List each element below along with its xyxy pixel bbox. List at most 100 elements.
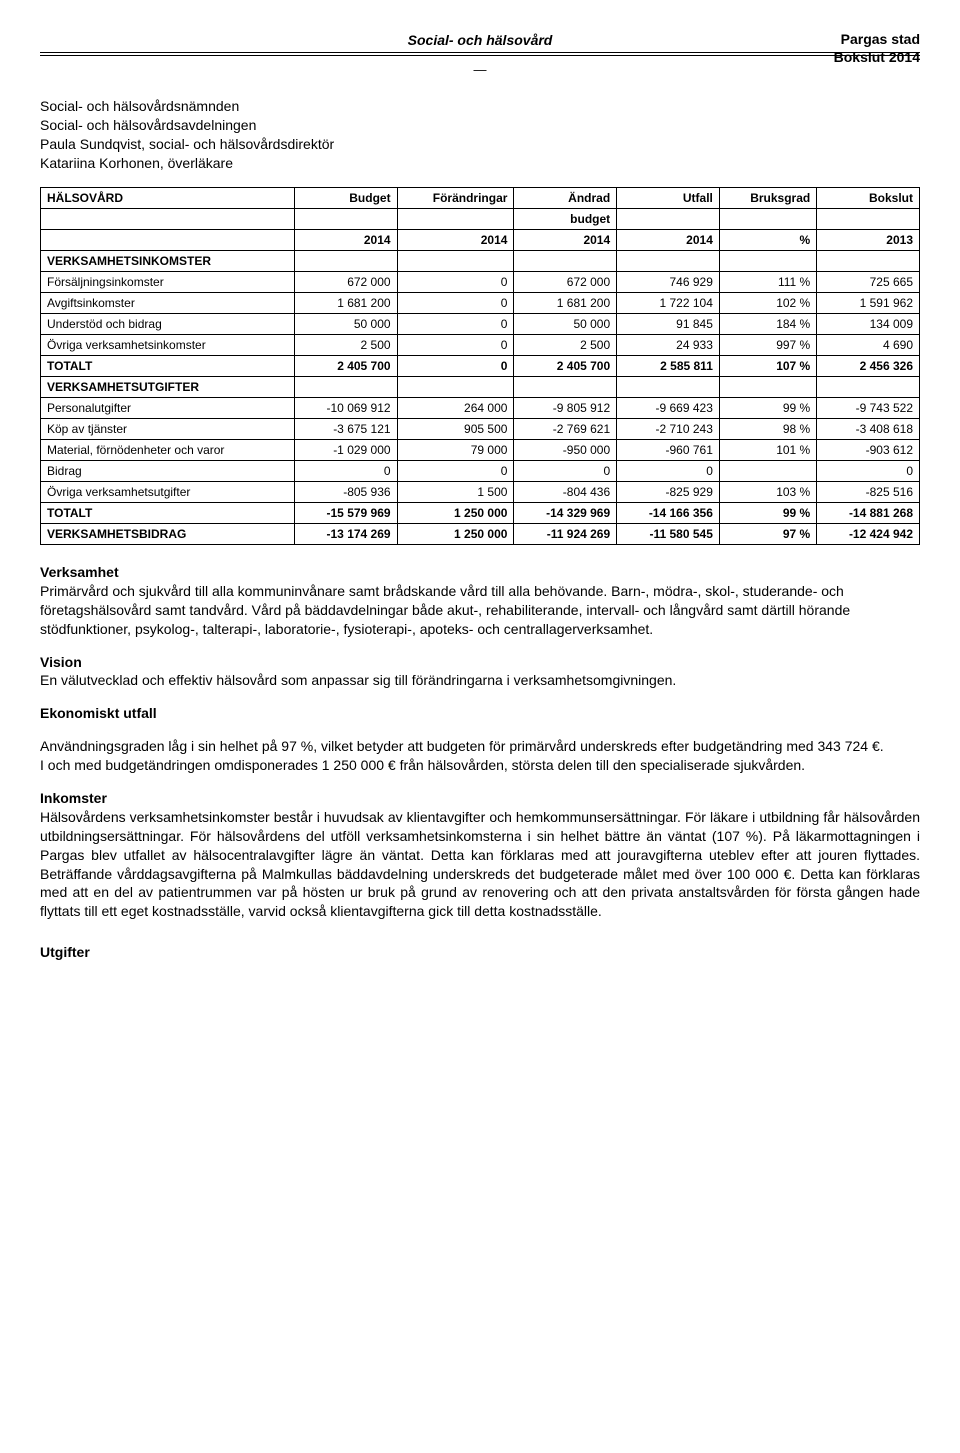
cell: -3 675 121: [294, 418, 397, 439]
year-cell: 2013: [817, 229, 920, 250]
cell: -805 936: [294, 481, 397, 502]
cell: 184 %: [719, 313, 816, 334]
col-changed-budget: budget: [514, 208, 617, 229]
cell: -960 761: [617, 439, 720, 460]
intro-block: Social- och hälsovårdsnämnden Social- oc…: [40, 97, 920, 173]
intro-line: Katariina Korhonen, överläkare: [40, 154, 920, 173]
row-label: Avgiftsinkomster: [41, 292, 295, 313]
cell: 0: [397, 355, 514, 376]
year-cell: 2014: [514, 229, 617, 250]
intro-line: Social- och hälsovårdsnämnden: [40, 97, 920, 116]
cell: -9 805 912: [514, 397, 617, 418]
cell: 2 405 700: [514, 355, 617, 376]
cell: 24 933: [617, 334, 720, 355]
table-title: HÄLSOVÅRD: [41, 187, 295, 208]
cell: 2 456 326: [817, 355, 920, 376]
ekonomiskt-paragraph-1: Användningsgraden låg i sin helhet på 97…: [40, 737, 920, 756]
total-income-row: TOTALT 2 405 700 0 2 405 700 2 585 811 1…: [41, 355, 920, 376]
year-cell: 2014: [617, 229, 720, 250]
cell: -825 929: [617, 481, 720, 502]
vision-heading: Vision: [40, 654, 82, 670]
section-label: VERKSAMHETSUTGIFTER: [41, 376, 295, 397]
cell: 102 %: [719, 292, 816, 313]
cell: 0: [294, 460, 397, 481]
section-row-income: VERKSAMHETSINKOMSTER: [41, 250, 920, 271]
cell: 0: [617, 460, 720, 481]
cell: 0: [397, 334, 514, 355]
cell: -13 174 269: [294, 523, 397, 544]
ekonomiskt-heading: Ekonomiskt utfall: [40, 705, 157, 721]
year-cell: 2014: [294, 229, 397, 250]
year-cell: 2014: [397, 229, 514, 250]
cell: 0: [397, 271, 514, 292]
table-row: Övriga verksamhetsutgifter-805 9361 500-…: [41, 481, 920, 502]
cell: 0: [397, 292, 514, 313]
cell: 79 000: [397, 439, 514, 460]
row-label: Material, förnödenheter och varor: [41, 439, 295, 460]
cell: 997 %: [719, 334, 816, 355]
row-label: TOTALT: [41, 502, 295, 523]
cell: -11 580 545: [617, 523, 720, 544]
col-budget: Budget: [294, 187, 397, 208]
bidrag-row: VERKSAMHETSBIDRAG -13 174 269 1 250 000 …: [41, 523, 920, 544]
cell: 2 500: [514, 334, 617, 355]
cell: 725 665: [817, 271, 920, 292]
cell: 1 591 962: [817, 292, 920, 313]
finance-table: HÄLSOVÅRD Budget Förändringar Ändrad Utf…: [40, 187, 920, 545]
table-header-row-2: budget: [41, 208, 920, 229]
cell: 97 %: [719, 523, 816, 544]
row-label: Personalutgifter: [41, 397, 295, 418]
table-row: Övriga verksamhetsinkomster2 50002 50024…: [41, 334, 920, 355]
cell: [719, 460, 816, 481]
cell: 264 000: [397, 397, 514, 418]
row-label: Övriga verksamhetsinkomster: [41, 334, 295, 355]
section-label: VERKSAMHETSINKOMSTER: [41, 250, 295, 271]
table-row: Köp av tjänster-3 675 121905 500-2 769 6…: [41, 418, 920, 439]
divider-line: [40, 52, 920, 53]
cell: 2 585 811: [617, 355, 720, 376]
cell: -825 516: [817, 481, 920, 502]
table-row: Bidrag00000: [41, 460, 920, 481]
cell: 0: [397, 313, 514, 334]
cell: 746 929: [617, 271, 720, 292]
table-header-row-3: 2014 2014 2014 2014 % 2013: [41, 229, 920, 250]
vision-paragraph: En välutvecklad och effektiv hälsovård s…: [40, 671, 920, 690]
cell: 0: [514, 460, 617, 481]
year-cell: %: [719, 229, 816, 250]
cell: -9 669 423: [617, 397, 720, 418]
row-label: Bidrag: [41, 460, 295, 481]
intro-line: Paula Sundqvist, social- och hälsovårdsd…: [40, 135, 920, 154]
cell: -14 881 268: [817, 502, 920, 523]
cell: 91 845: [617, 313, 720, 334]
cell: 1 681 200: [514, 292, 617, 313]
cell: -14 166 356: [617, 502, 720, 523]
cell: 2 500: [294, 334, 397, 355]
divider-line: [40, 55, 920, 56]
cell: -3 408 618: [817, 418, 920, 439]
col-bokslut: Bokslut: [817, 187, 920, 208]
inkomster-paragraph: Hälsovårdens verksamhetsinkomster består…: [40, 808, 920, 921]
table-row: Försäljningsinkomster672 0000672 000746 …: [41, 271, 920, 292]
col-changed: Ändrad: [514, 187, 617, 208]
cell: 134 009: [817, 313, 920, 334]
col-changes: Förändringar: [397, 187, 514, 208]
cell: 50 000: [294, 313, 397, 334]
col-usage: Bruksgrad: [719, 187, 816, 208]
row-label: Köp av tjänster: [41, 418, 295, 439]
cell: -10 069 912: [294, 397, 397, 418]
cell: -1 029 000: [294, 439, 397, 460]
table-row: Understöd och bidrag50 000050 00091 8451…: [41, 313, 920, 334]
cell: 672 000: [294, 271, 397, 292]
em-dash: —: [40, 62, 920, 77]
section-row-expense: VERKSAMHETSUTGIFTER: [41, 376, 920, 397]
cell: -903 612: [817, 439, 920, 460]
cell: -950 000: [514, 439, 617, 460]
table-row: Avgiftsinkomster1 681 20001 681 2001 722…: [41, 292, 920, 313]
cell: 107 %: [719, 355, 816, 376]
header-doc: Bokslut 2014: [834, 49, 920, 65]
cell: -11 924 269: [514, 523, 617, 544]
verksamhet-heading: Verksamhet: [40, 564, 119, 580]
section-label: VERKSAMHETSBIDRAG: [41, 523, 295, 544]
cell: -12 424 942: [817, 523, 920, 544]
cell: -2 769 621: [514, 418, 617, 439]
